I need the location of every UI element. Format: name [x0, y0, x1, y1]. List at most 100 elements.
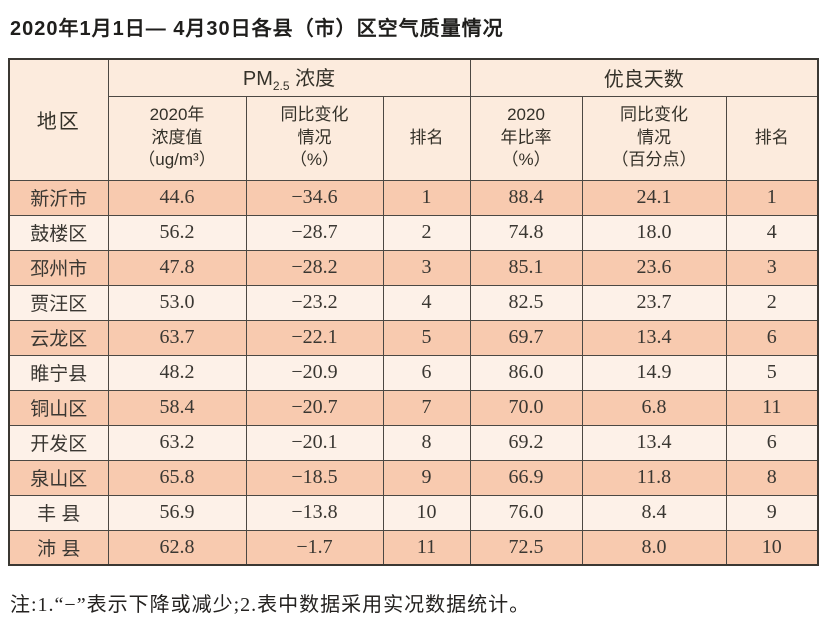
- value-cell: 24.1: [581, 179, 727, 216]
- value-cell: −20.1: [245, 424, 384, 461]
- column-group-good-days: 优良天数: [469, 58, 819, 97]
- table-header: 地区 PM2.5 浓度 优良天数 2020年 浓度值 （ug/m³） 同比变化 …: [8, 58, 819, 181]
- value-cell: 76.0: [469, 494, 583, 531]
- value-cell: 66.9: [469, 459, 583, 496]
- value-cell: 63.7: [107, 319, 247, 356]
- value-cell: 69.7: [469, 319, 583, 356]
- value-cell: 53.0: [107, 284, 247, 321]
- table-row: 泉山区 65.8 −18.5 9 66.9 11.8 8: [8, 459, 819, 496]
- region-cell: 邳州市: [8, 249, 109, 286]
- table-row: 鼓楼区 56.2 −28.7 2 74.8 18.0 4: [8, 214, 819, 251]
- table-row: 铜山区 58.4 −20.7 7 70.0 6.8 11: [8, 389, 819, 426]
- pm25-label-suffix: 浓度: [289, 68, 336, 91]
- value-cell: 6: [725, 319, 819, 356]
- value-cell: 23.6: [581, 249, 727, 286]
- header-group-row: 地区 PM2.5 浓度 优良天数: [8, 58, 819, 181]
- value-cell: 88.4: [469, 179, 583, 216]
- value-cell: 58.4: [107, 389, 247, 426]
- column-header-gd-rank: 排名: [725, 95, 819, 181]
- table-row: 沛 县 62.8 −1.7 11 72.5 8.0 10: [8, 529, 819, 566]
- region-cell: 云龙区: [8, 319, 109, 356]
- value-cell: 9: [725, 494, 819, 531]
- value-cell: 86.0: [469, 354, 583, 391]
- column-group-pm25: PM2.5 浓度: [107, 58, 471, 97]
- value-cell: −18.5: [245, 459, 384, 496]
- column-header-gd-change: 同比变化 情况 （百分点）: [581, 95, 727, 181]
- value-cell: 1: [382, 179, 471, 216]
- value-cell: 18.0: [581, 214, 727, 251]
- region-cell: 新沂市: [8, 179, 109, 216]
- value-cell: −20.9: [245, 354, 384, 391]
- value-cell: 3: [725, 249, 819, 286]
- value-cell: 56.2: [107, 214, 247, 251]
- value-cell: 6: [382, 354, 471, 391]
- value-cell: 4: [382, 284, 471, 321]
- pm25-label-subscript: 2.5: [272, 79, 290, 94]
- region-cell: 沛 县: [8, 529, 109, 566]
- value-cell: 14.9: [581, 354, 727, 391]
- value-cell: 23.7: [581, 284, 727, 321]
- value-cell: 8: [382, 424, 471, 461]
- value-cell: −34.6: [245, 179, 384, 216]
- table-body: 新沂市 44.6 −34.6 1 88.4 24.1 1 鼓楼区 56.2 −28.7 2 74.8 1…: [8, 179, 819, 566]
- region-cell: 开发区: [8, 424, 109, 461]
- region-cell: 丰 县: [8, 494, 109, 531]
- value-cell: −28.2: [245, 249, 384, 286]
- air-quality-table: 地区 PM2.5 浓度 优良天数 2020年 浓度值 （ug/m³） 同比变化 …: [8, 58, 820, 566]
- column-header-pm-value: 2020年 浓度值 （ug/m³）: [107, 95, 247, 181]
- footnote: 注:1.“−”表示下降或减少;2.表中数据采用实况数据统计。: [10, 594, 531, 616]
- value-cell: −23.2: [245, 284, 384, 321]
- value-cell: 8.4: [581, 494, 727, 531]
- value-cell: −22.1: [245, 319, 384, 356]
- value-cell: 10: [382, 494, 471, 531]
- table-row: 丰 县 56.9 −13.8 10 76.0 8.4 9: [8, 494, 819, 531]
- column-header-pm-rank: 排名: [382, 95, 471, 181]
- value-cell: 5: [382, 319, 471, 356]
- value-cell: 63.2: [107, 424, 247, 461]
- value-cell: 2: [382, 214, 471, 251]
- value-cell: −1.7: [245, 529, 384, 566]
- pm25-label-main: PM: [242, 68, 273, 91]
- table-row: 贾汪区 53.0 −23.2 4 82.5 23.7 2: [8, 284, 819, 321]
- column-header-pm-change: 同比变化 情况 （%）: [245, 95, 384, 181]
- value-cell: 48.2: [107, 354, 247, 391]
- value-cell: −28.7: [245, 214, 384, 251]
- value-cell: 2: [725, 284, 819, 321]
- region-cell: 贾汪区: [8, 284, 109, 321]
- value-cell: 11: [382, 529, 471, 566]
- value-cell: 69.2: [469, 424, 583, 461]
- column-header-gd-ratio: 2020 年比率 （%）: [469, 95, 583, 181]
- region-cell: 鼓楼区: [8, 214, 109, 251]
- table-row: 新沂市 44.6 −34.6 1 88.4 24.1 1: [8, 179, 819, 216]
- value-cell: 5: [725, 354, 819, 391]
- value-cell: 6.8: [581, 389, 727, 426]
- value-cell: 10: [725, 529, 819, 566]
- value-cell: 47.8: [107, 249, 247, 286]
- value-cell: 74.8: [469, 214, 583, 251]
- value-cell: 62.8: [107, 529, 247, 566]
- value-cell: 11: [725, 389, 819, 426]
- value-cell: 56.9: [107, 494, 247, 531]
- value-cell: 11.8: [581, 459, 727, 496]
- value-cell: −20.7: [245, 389, 384, 426]
- value-cell: 6: [725, 424, 819, 461]
- value-cell: 9: [382, 459, 471, 496]
- value-cell: 82.5: [469, 284, 583, 321]
- value-cell: 7: [382, 389, 471, 426]
- table-row: 开发区 63.2 −20.1 8 69.2 13.4 6: [8, 424, 819, 461]
- region-cell: 睢宁县: [8, 354, 109, 391]
- value-cell: 72.5: [469, 529, 583, 566]
- table-row: 睢宁县 48.2 −20.9 6 86.0 14.9 5: [8, 354, 819, 391]
- value-cell: 1: [725, 179, 819, 216]
- region-cell: 泉山区: [8, 459, 109, 496]
- value-cell: 70.0: [469, 389, 583, 426]
- region-cell: 铜山区: [8, 389, 109, 426]
- value-cell: 13.4: [581, 424, 727, 461]
- value-cell: 13.4: [581, 319, 727, 356]
- column-header-region: 地区: [8, 58, 109, 181]
- page-title: 2020年1月1日— 4月30日各县（市）区空气质量情况: [10, 18, 504, 40]
- value-cell: 4: [725, 214, 819, 251]
- table-row: 邳州市 47.8 −28.2 3 85.1 23.6 3: [8, 249, 819, 286]
- value-cell: 8.0: [581, 529, 727, 566]
